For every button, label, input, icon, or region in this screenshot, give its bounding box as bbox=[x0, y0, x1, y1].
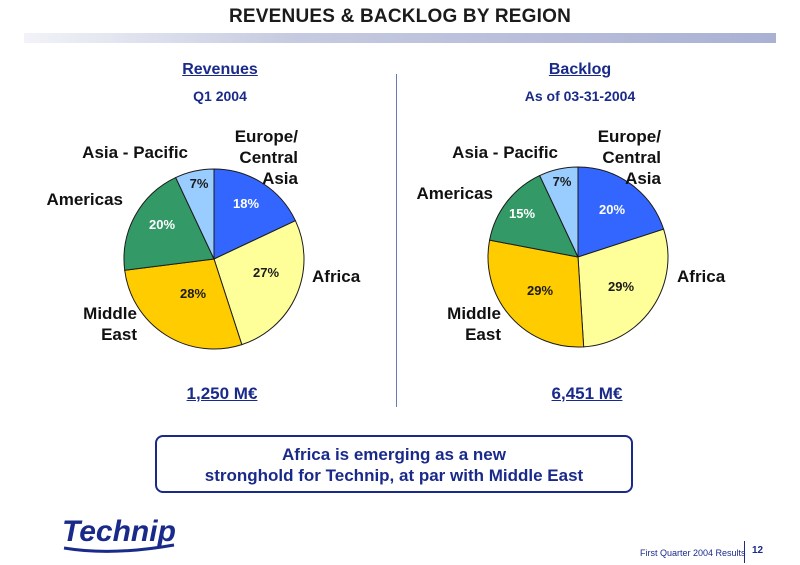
pie-0-slice-3 bbox=[123, 176, 215, 271]
pie-1-category-label-0-line-2: Asia bbox=[625, 169, 661, 188]
pie-0-category-label-1-line-0: Africa bbox=[312, 267, 361, 286]
title-underline bbox=[24, 33, 776, 43]
pie-0-category-label-2-line-0: Middle bbox=[83, 304, 137, 323]
page-title: REVENUES & BACKLOG BY REGION bbox=[228, 6, 571, 27]
page-number: 12 bbox=[752, 545, 764, 556]
pie-1-category-label-2-line-0: Middle bbox=[447, 304, 501, 323]
pie-1-slice-0 bbox=[577, 166, 665, 258]
pie-0-slice-0 bbox=[213, 168, 297, 260]
technip-logo-mark: Technip bbox=[62, 515, 176, 553]
callout-box: Africa is emerging as a new stronghold f… bbox=[155, 435, 633, 493]
pie-1-category-label-3-line-0: Americas bbox=[416, 184, 493, 203]
pie-0-value-label-3: 20% bbox=[149, 217, 175, 232]
pie-1-value-label-0: 20% bbox=[599, 202, 625, 217]
pie-1-category-label-1-line-0: Africa bbox=[677, 267, 726, 286]
pie-1-slice-3 bbox=[489, 174, 579, 258]
vertical-divider bbox=[396, 74, 397, 407]
technip-logo: Technip bbox=[62, 512, 182, 559]
pie-0-slice-1 bbox=[213, 220, 305, 346]
pie-1-value-label-2: 29% bbox=[527, 283, 553, 298]
pie-0-slice-4 bbox=[175, 168, 215, 260]
pie-0-category-label-0-line-0: Europe/ bbox=[235, 127, 299, 146]
logo-swoosh bbox=[63, 543, 175, 553]
backlog-total: 6,451 M€ bbox=[551, 384, 623, 403]
revenues-total: 1,250 M€ bbox=[186, 384, 258, 403]
pie-0-value-label-1: 27% bbox=[253, 265, 279, 280]
pie-1-value-label-4: 7% bbox=[553, 174, 572, 189]
pie-1-value-label-3: 15% bbox=[509, 206, 535, 221]
pie-0-value-label-2: 28% bbox=[180, 286, 206, 301]
pie-0-value-label-4: 7% bbox=[190, 176, 209, 191]
revenues-chart-subtitle: Q1 2004 bbox=[193, 88, 247, 104]
pie-1-slice-4 bbox=[539, 166, 579, 258]
pie-0-slice-2 bbox=[124, 258, 243, 350]
pie-0-category-label-3-line-0: Americas bbox=[46, 190, 123, 209]
pie-1-value-label-1: 29% bbox=[608, 279, 634, 294]
pie-0-category-label-0-line-2: Asia bbox=[262, 169, 298, 188]
pie-1-category-label-0-line-0: Europe/ bbox=[598, 127, 662, 146]
footer-divider bbox=[744, 541, 745, 563]
callout-line-2: stronghold for Technip, at par with Midd… bbox=[204, 466, 584, 485]
pie-0-category-label-4-line-0: Asia - Pacific bbox=[82, 143, 188, 162]
revenues-chart-title: Revenues bbox=[182, 61, 258, 78]
pie-0-category-label-0-line-1: Central bbox=[239, 148, 298, 167]
pie-1-slice-2 bbox=[487, 239, 585, 348]
pie-1-category-label-4-line-0: Asia - Pacific bbox=[452, 143, 558, 162]
pie-1-category-label-2-line-1: East bbox=[465, 325, 501, 344]
pie-0-value-label-0: 18% bbox=[233, 196, 259, 211]
pie-1-slice-1 bbox=[577, 228, 669, 348]
pie-1-category-label-0-line-1: Central bbox=[602, 148, 661, 167]
pie-0-category-label-2-line-1: East bbox=[101, 325, 137, 344]
logo-wordmark: Technip bbox=[62, 515, 176, 548]
callout-line-1: Africa is emerging as a new bbox=[282, 445, 506, 464]
footer-text: First Quarter 2004 Results bbox=[640, 548, 746, 558]
backlog-chart-title: Backlog bbox=[548, 61, 612, 78]
backlog-chart-subtitle: As of 03-31-2004 bbox=[524, 88, 636, 104]
